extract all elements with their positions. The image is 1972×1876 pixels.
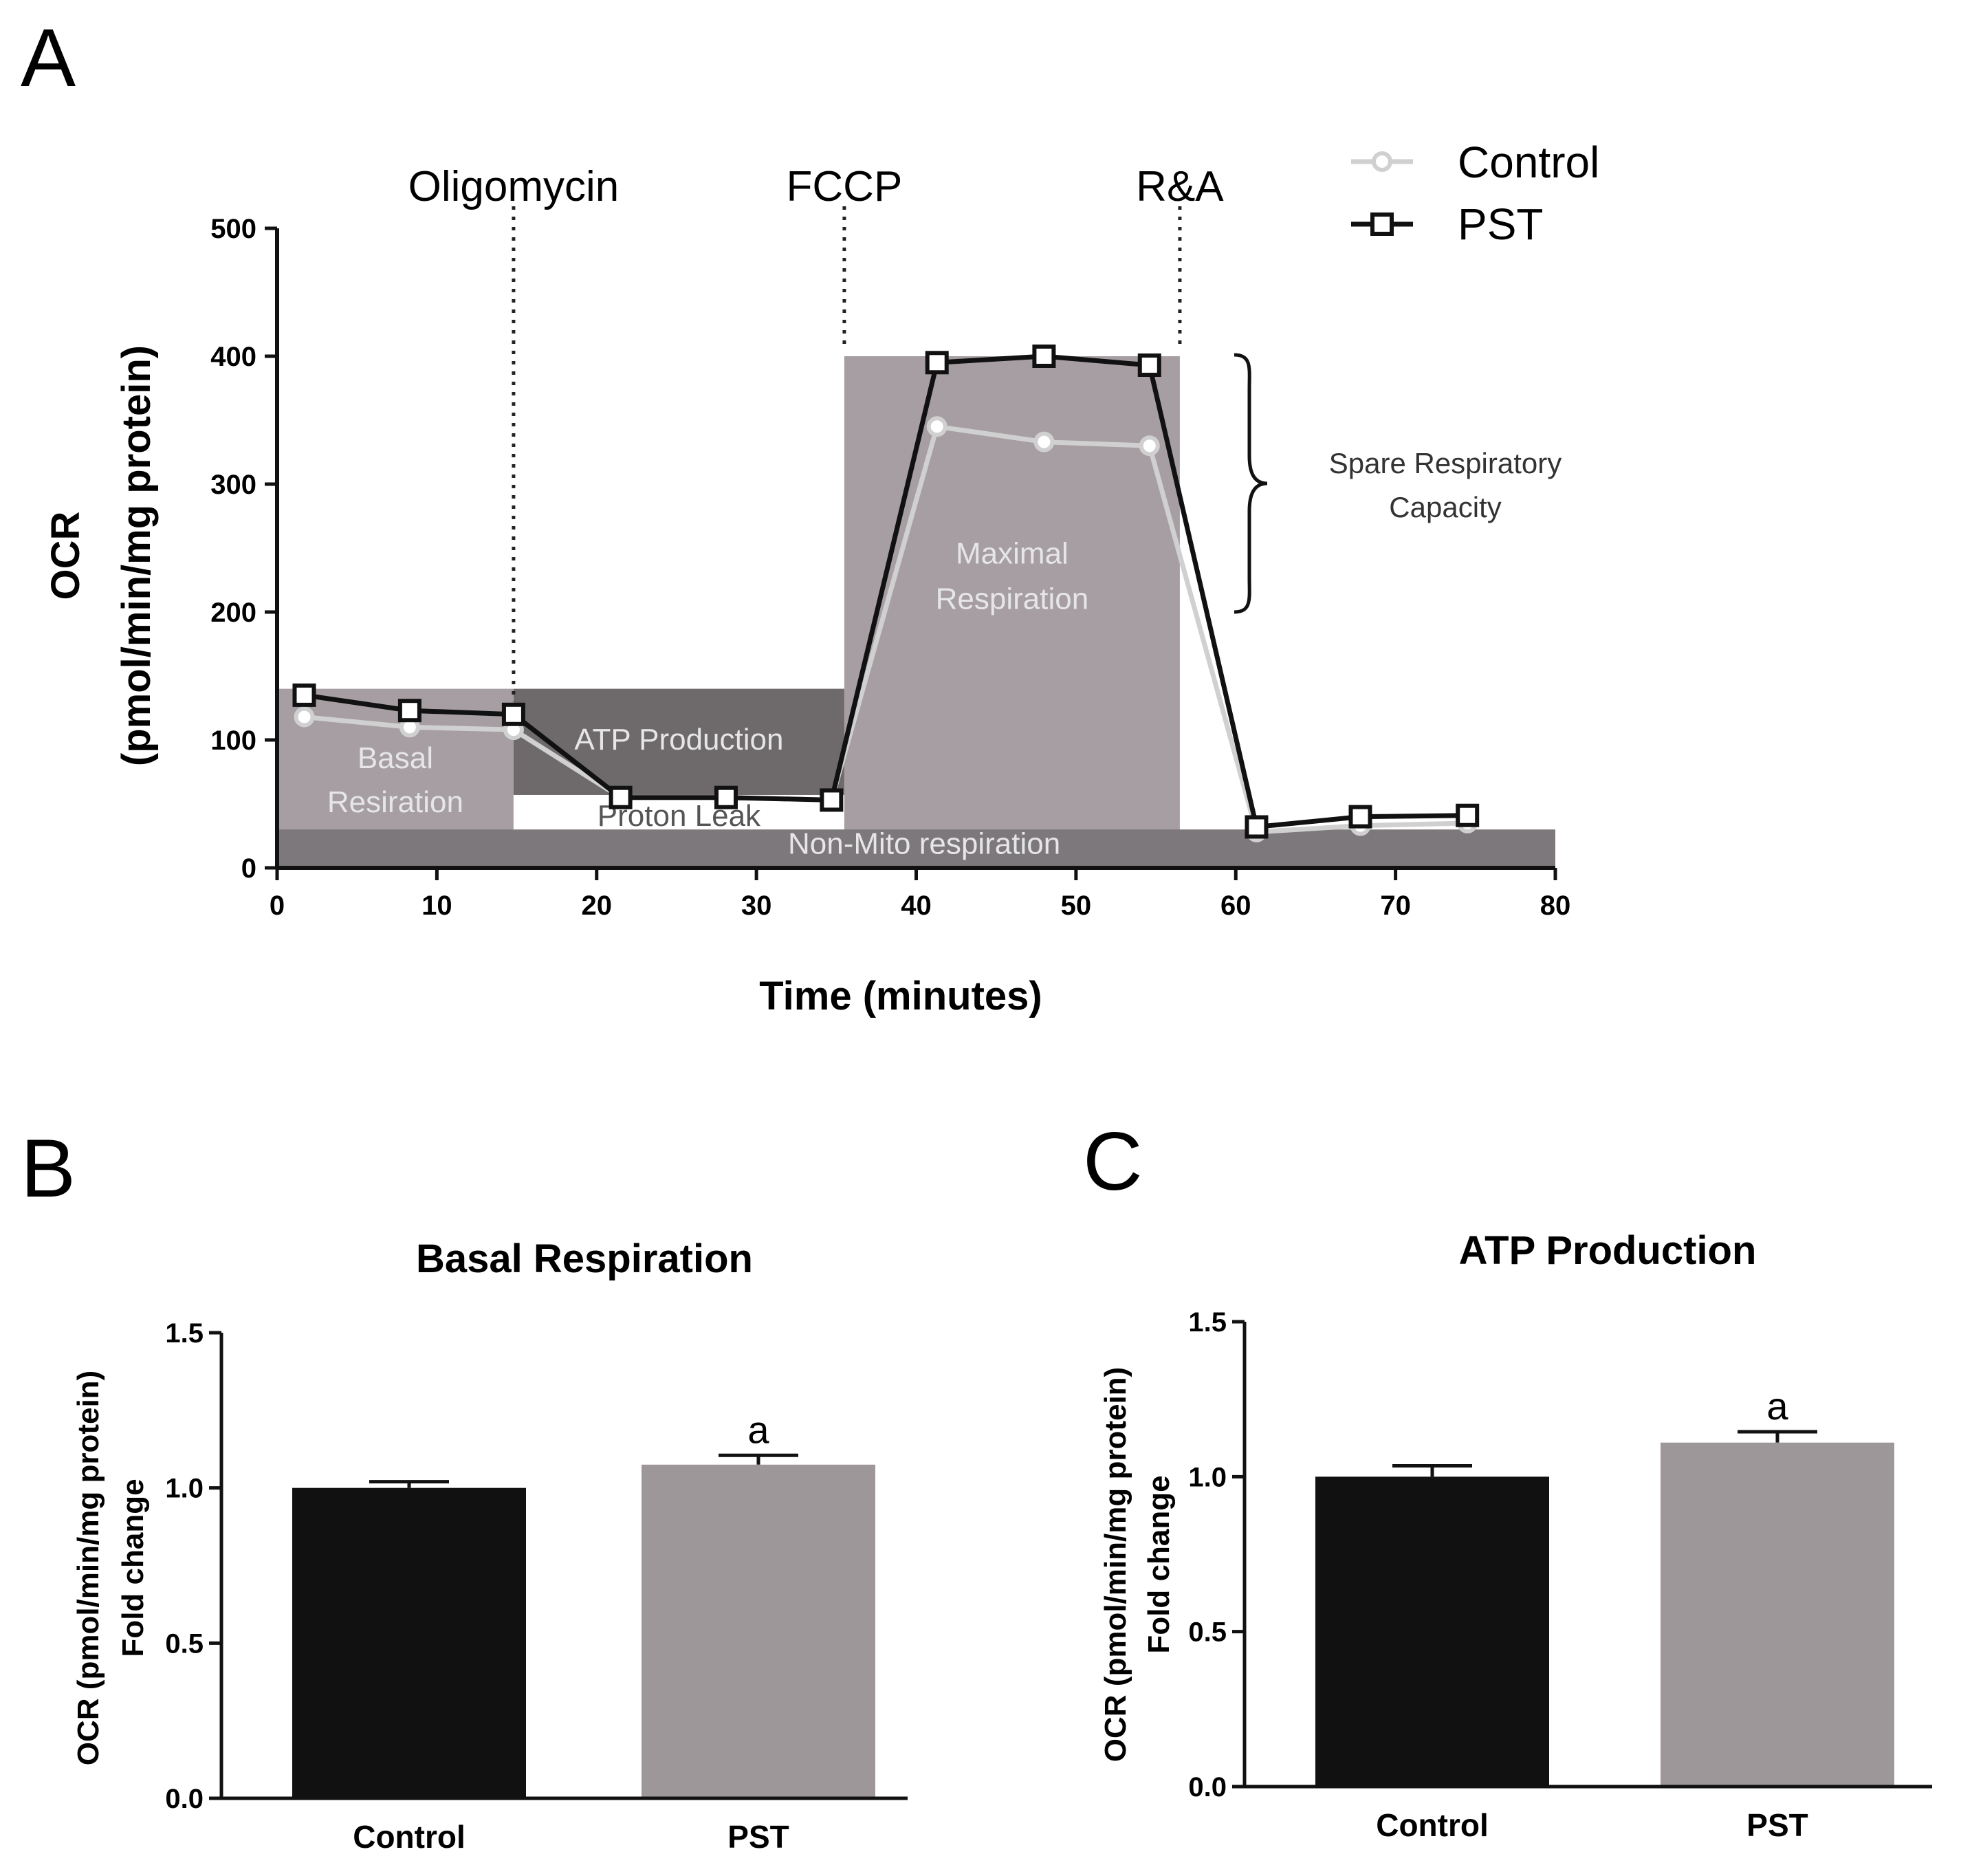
a-point-pst (925, 351, 949, 375)
a-region-label-maximal-2: Respiration (936, 582, 1089, 615)
a-y-tick-label: 400 (210, 342, 256, 372)
a-point-control (1033, 431, 1055, 452)
a-spare-capacity-annotation: Spare Respiratory Capacity (1234, 353, 1562, 614)
panel-b-bar-chart: Basal Respiration OCR (pmol/min/mg prote… (72, 1236, 908, 1855)
legend-label-pst: PST (1458, 199, 1543, 249)
a-x-tick-label: 0 (270, 891, 285, 921)
b-y-axis-title-line-2: Fold change (116, 1479, 150, 1657)
a-y-axis-title-line-1: OCR (43, 512, 88, 600)
c-bar-control (1315, 1476, 1549, 1787)
c-y-tick-label: 1.5 (1188, 1307, 1227, 1338)
b-bar-pst (642, 1464, 875, 1798)
a-injection-label-oligomycin: Oligomycin (408, 163, 620, 210)
b-bar-control (292, 1487, 526, 1798)
a-point-pst (1245, 815, 1269, 839)
a-annotation-line-1: Spare Respiratory (1329, 447, 1562, 479)
a-y-axis-title-line-2: (pmol/min/mg protein) (114, 345, 159, 766)
legend-marker-control (1372, 151, 1392, 172)
a-region-non-mito (277, 829, 1555, 868)
a-point-pst (1456, 803, 1480, 827)
b-y-tick-label: 0.0 (165, 1784, 204, 1814)
c-y-axis-title-line-2: Fold change (1142, 1475, 1176, 1653)
b-significance-pst: a (747, 1408, 769, 1451)
c-y-tick-label: 0.5 (1188, 1617, 1227, 1648)
c-significance-pst: a (1766, 1384, 1788, 1428)
b-y-tick-label: 0.5 (165, 1628, 204, 1659)
a-injection-label-r-a: R&A (1136, 163, 1224, 210)
c-x-label-pst: PST (1746, 1807, 1808, 1843)
a-injection-markers: Oligomycin FCCP R&A (408, 163, 1224, 702)
c-plot-area: Control PST a 0.0 0.5 1.0 1.5 (1188, 1307, 1932, 1843)
b-chart-title: Basal Respiration (416, 1236, 753, 1281)
a-point-pst (820, 788, 844, 812)
a-x-tick-label: 80 (1540, 891, 1571, 921)
a-point-control (1139, 435, 1160, 457)
a-annotation-line-2: Capacity (1389, 491, 1501, 523)
panel-label-b: B (21, 1122, 76, 1214)
c-bar-pst (1661, 1442, 1894, 1787)
a-point-pst (609, 785, 633, 809)
a-x-tick-label: 60 (1220, 891, 1251, 921)
a-y-tick-label: 100 (210, 726, 256, 756)
a-y-tick-label: 500 (210, 214, 256, 244)
c-y-tick-label: 0.0 (1188, 1772, 1227, 1802)
a-series-line-pst (303, 353, 1468, 830)
c-x-label-control: Control (1376, 1807, 1489, 1843)
a-region-label-non-mito: Non-Mito respiration (788, 827, 1060, 861)
legend-marker-pst (1370, 212, 1394, 236)
a-point-pst (1348, 805, 1372, 829)
panel-label-c: C (1083, 1115, 1143, 1208)
a-x-tick-label: 20 (582, 891, 613, 921)
a-x-tick-label: 40 (901, 891, 932, 921)
a-region-label-atp-production: ATP Production (574, 723, 783, 756)
a-y-tick-label: 200 (210, 598, 256, 628)
a-axes: 0 100 200 300 400 500 0 10 20 30 40 50 60 70 80 (210, 214, 1570, 921)
a-x-tick-label: 30 (741, 891, 772, 921)
a-region-boxes (277, 356, 1555, 868)
c-chart-title: ATP Production (1459, 1228, 1757, 1273)
a-point-pst (1032, 345, 1056, 368)
a-point-control (294, 706, 315, 728)
a-x-tick-label: 70 (1380, 891, 1411, 921)
a-series-line-control (304, 424, 1468, 835)
a-point-pst (1137, 353, 1161, 378)
a-injection-label-fccp: FCCP (787, 163, 903, 210)
a-region-atp-production (513, 688, 844, 795)
a-y-tick-label: 0 (241, 853, 256, 884)
panel-c-bar-chart: ATP Production OCR (pmol/min/mg protein)… (1099, 1228, 1932, 1843)
a-region-label-basal-2: Resiration (327, 785, 463, 819)
a-series (292, 345, 1480, 842)
a-y-tick-label: 300 (210, 470, 256, 500)
b-plot-area: Control PST a 0.0 0.5 1.0 1.5 (165, 1318, 908, 1855)
legend-label-control: Control (1458, 138, 1599, 187)
c-y-tick-label: 1.0 (1188, 1462, 1227, 1492)
panel-label-a: A (21, 12, 76, 104)
a-spare-capacity-brace (1234, 353, 1268, 614)
a-point-control (926, 416, 947, 437)
b-y-tick-label: 1.5 (165, 1318, 204, 1349)
b-x-label-control: Control (353, 1819, 465, 1855)
b-y-axis-title-line-1: OCR (pmol/min/mg protein) (72, 1371, 105, 1765)
b-x-label-pst: PST (727, 1819, 789, 1855)
a-region-label-basal-1: Basal (358, 741, 433, 775)
a-point-pst (292, 683, 316, 707)
a-x-axis-title: Time (minutes) (759, 974, 1042, 1018)
a-region-label-maximal-1: Maximal (956, 536, 1069, 570)
c-y-axis-title-line-1: OCR (pmol/min/mg protein) (1099, 1367, 1132, 1762)
a-point-pst (501, 702, 525, 726)
a-point-pst (714, 785, 738, 809)
a-point-pst (397, 699, 421, 723)
b-y-tick-label: 1.0 (165, 1474, 204, 1504)
a-x-tick-label: 50 (1061, 891, 1092, 921)
a-legend: Control PST (1351, 138, 1599, 249)
a-x-tick-label: 10 (421, 891, 452, 921)
